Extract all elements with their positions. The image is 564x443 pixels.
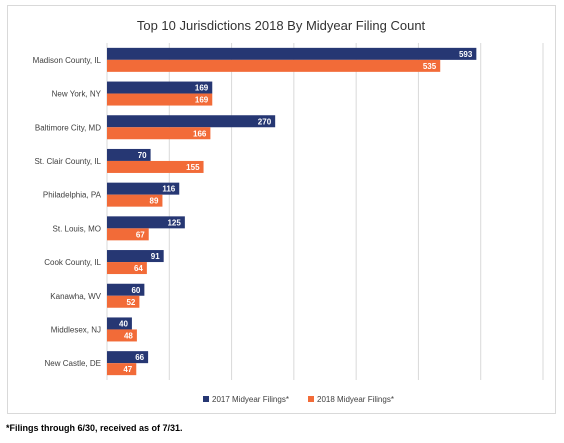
data-label: 52	[126, 298, 135, 307]
bar-2017	[107, 216, 185, 229]
data-label: 47	[123, 365, 132, 374]
legend-swatch	[203, 396, 209, 402]
data-label: 169	[195, 96, 209, 105]
data-label: 64	[134, 264, 143, 273]
bar-2017	[107, 250, 164, 263]
bar-2017	[107, 351, 149, 364]
bar-2018	[107, 228, 149, 241]
legend-label: 2017 Midyear Filings*	[212, 395, 289, 404]
category-label: Philadelphia, PA	[43, 191, 102, 200]
bar-2018	[107, 262, 147, 275]
category-label: Madison County, IL	[33, 56, 102, 65]
category-label: St. Clair County, IL	[34, 157, 101, 166]
bar-2018	[107, 194, 163, 207]
category-label: New Castle, DE	[45, 359, 101, 368]
data-label: 169	[195, 84, 209, 93]
category-label: Baltimore City, MD	[35, 123, 101, 132]
data-label: 70	[138, 151, 147, 160]
chart-title: Top 10 Jurisdictions 2018 By Midyear Fil…	[137, 18, 426, 33]
data-label: 67	[136, 230, 145, 239]
bar-2018	[107, 363, 137, 376]
data-label: 270	[258, 117, 272, 126]
data-label: 125	[167, 218, 181, 227]
category-label: St. Louis, MO	[53, 224, 101, 233]
footnote: *Filings through 6/30, received as of 7/…	[6, 423, 183, 433]
data-label: 593	[459, 50, 473, 59]
data-label: 60	[131, 286, 140, 295]
category-label: Kanawha, WV	[50, 292, 101, 301]
category-label: New York, NY	[52, 90, 102, 99]
bar-2017	[107, 148, 151, 161]
category-label: Middlesex, NJ	[51, 325, 101, 334]
bar-2018	[107, 93, 213, 106]
data-label: 66	[135, 353, 144, 362]
bar-2017	[107, 317, 132, 330]
bar-2018	[107, 127, 211, 140]
data-label: 535	[423, 62, 437, 71]
bar-2018	[107, 295, 140, 308]
category-label: Cook County, IL	[44, 258, 101, 267]
data-label: 91	[151, 252, 160, 261]
bar-2018	[107, 59, 441, 72]
data-label: 166	[193, 129, 207, 138]
bar-2018	[107, 160, 204, 173]
bar-2018	[107, 329, 137, 342]
data-label: 155	[186, 163, 200, 172]
bar-2017	[107, 47, 477, 60]
bar-2017	[107, 81, 213, 94]
data-label: 116	[162, 185, 175, 194]
bar-2017	[107, 115, 276, 128]
legend-swatch	[308, 396, 314, 402]
data-label: 89	[150, 197, 159, 206]
bar-chart: Top 10 Jurisdictions 2018 By Midyear Fil…	[33, 18, 544, 404]
data-label: 48	[124, 331, 133, 340]
chart-frame: Top 10 Jurisdictions 2018 By Midyear Fil…	[7, 5, 556, 414]
legend-label: 2018 Midyear Filings*	[317, 395, 394, 404]
bar-2017	[107, 182, 180, 195]
bar-2017	[107, 283, 145, 296]
data-label: 40	[119, 319, 128, 328]
